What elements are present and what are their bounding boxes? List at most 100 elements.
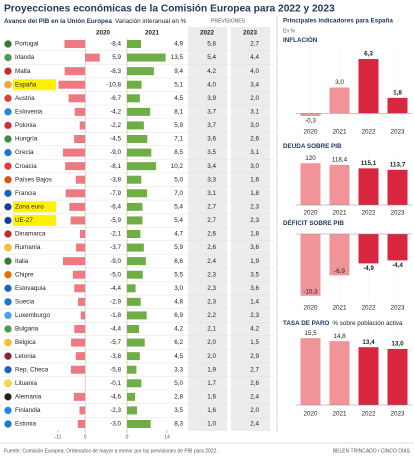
- bar: [127, 352, 140, 361]
- bar: [62, 257, 86, 266]
- country-label: Luxemburgo: [15, 312, 51, 319]
- value-label: 4,2: [250, 326, 259, 333]
- value-label: 2,6: [207, 244, 216, 251]
- x-tick-label: 2022: [361, 129, 376, 136]
- panel-title: DÉFICIT SOBRE PIB: [283, 218, 344, 227]
- country-label: Suecia: [15, 299, 35, 306]
- bar: [127, 284, 136, 293]
- bar: [64, 67, 86, 76]
- country-label: Hungría: [15, 136, 38, 143]
- bar: [72, 270, 86, 279]
- column-header: 2022: [200, 30, 215, 37]
- flag: [4, 298, 12, 306]
- value-label: -4,2: [110, 109, 121, 116]
- value-label: -8,3: [110, 68, 121, 75]
- panel-title: TASA DE PARO: [283, 320, 330, 327]
- value-label: -3,7: [110, 244, 121, 251]
- bar: [358, 234, 379, 264]
- bar: [127, 338, 145, 347]
- country-label: Zona euro: [15, 204, 44, 211]
- highlight: [13, 214, 56, 226]
- left-title: Avance del PIB en la Unión Europea: [4, 18, 112, 25]
- flag: [4, 148, 12, 157]
- side-title: Principales indicadores para España: [283, 18, 393, 25]
- bar: [387, 348, 408, 405]
- value-label: 5,5: [174, 271, 183, 278]
- flag: [4, 135, 12, 143]
- bar: [127, 121, 144, 130]
- value-label: -3,0: [110, 421, 121, 428]
- value-label: 8,1: [174, 109, 183, 116]
- bar: [76, 243, 86, 252]
- highlight: [13, 201, 56, 213]
- value-label: 2,3: [207, 299, 216, 306]
- value-label: 2,1: [207, 326, 216, 333]
- value-label: 4,4: [250, 54, 259, 61]
- value-label: 3,9: [207, 95, 216, 102]
- value-label: 1,8: [393, 90, 402, 97]
- value-label: 15,5: [304, 330, 317, 337]
- value-label: 1,8: [250, 231, 259, 238]
- forecast-column: [188, 27, 227, 431]
- value-label: 3,6: [207, 136, 216, 143]
- value-label: 2,3: [250, 217, 259, 224]
- value-label: -9,0: [110, 149, 121, 156]
- flag: [4, 379, 12, 388]
- panel-heading: TASA DE PARO% sobre población activa: [283, 320, 403, 327]
- value-label: 2,0: [207, 339, 216, 346]
- bar: [65, 162, 86, 171]
- bar: [69, 202, 86, 211]
- value-label: 3,1: [250, 149, 259, 156]
- bar: [127, 40, 141, 48]
- value-label: 5,0: [174, 380, 183, 387]
- bar: [127, 80, 142, 89]
- bar: [65, 189, 86, 198]
- value-label: 2,9: [250, 353, 259, 360]
- value-label: 6,9: [174, 312, 183, 319]
- bar: [387, 169, 408, 205]
- value-label: 5,8: [207, 41, 216, 48]
- country-label: Francia: [15, 190, 36, 197]
- flag: [4, 393, 12, 401]
- value-label: 2,6: [250, 136, 259, 143]
- x-tick-label: 2021: [332, 210, 347, 217]
- value-label: -10,8: [107, 81, 122, 88]
- bar: [70, 365, 86, 374]
- country-label: Estonia: [15, 421, 37, 428]
- bar: [387, 234, 408, 261]
- value-label: 1,7: [207, 380, 216, 387]
- bar: [74, 135, 86, 143]
- bar: [127, 230, 141, 238]
- value-label: 3,6: [250, 244, 259, 251]
- flag: [4, 311, 12, 320]
- bar: [127, 406, 137, 415]
- bar: [74, 325, 86, 333]
- bar: [127, 379, 142, 388]
- value-label: 2,3: [250, 312, 259, 319]
- value-label: 14,8: [333, 333, 346, 340]
- value-label: -3,8: [110, 176, 121, 183]
- value-label: 5,0: [174, 176, 183, 183]
- value-label: -4,4: [110, 326, 121, 333]
- value-label: -2,3: [110, 407, 121, 414]
- bar: [127, 107, 151, 116]
- bar: [78, 297, 86, 306]
- value-label: 1,9: [250, 258, 259, 265]
- value-label: 2,7: [207, 204, 216, 211]
- value-label: -4,4: [110, 285, 121, 292]
- value-label: 2,3: [207, 285, 216, 292]
- value-label: 8,3: [174, 421, 183, 428]
- country-label: Polonia: [15, 122, 37, 129]
- bar: [127, 216, 143, 225]
- value-label: -5,0: [110, 271, 121, 278]
- value-label: 120: [305, 155, 316, 162]
- country-label: Portugal: [15, 41, 38, 48]
- flag: [4, 175, 12, 184]
- source: Fuente: Comisión Europea. Ordenados de m…: [4, 448, 218, 454]
- value-label: 115,1: [361, 160, 377, 167]
- flag: [4, 67, 12, 75]
- value-label: 113,7: [390, 161, 406, 168]
- left-subtitle: Variación interanual en %: [115, 18, 187, 25]
- country-label: Letonia: [15, 353, 36, 360]
- bar: [58, 80, 86, 89]
